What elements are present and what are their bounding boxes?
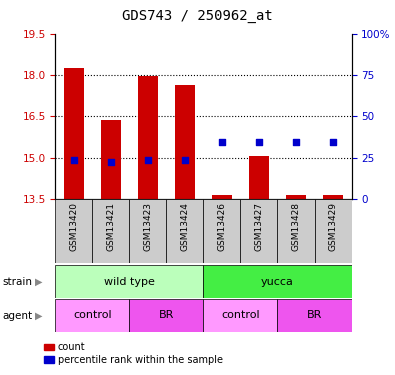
- Bar: [166, 199, 203, 262]
- Bar: [55, 299, 130, 332]
- Point: [256, 140, 262, 146]
- Text: GSM13421: GSM13421: [106, 202, 115, 251]
- Text: ▶: ▶: [35, 311, 42, 321]
- Text: agent: agent: [2, 311, 32, 321]
- Text: ▶: ▶: [35, 277, 42, 287]
- Text: GSM13429: GSM13429: [329, 202, 338, 251]
- Bar: [286, 195, 306, 199]
- Bar: [241, 199, 277, 262]
- Bar: [203, 199, 241, 262]
- Text: wild type: wild type: [104, 277, 155, 286]
- Point: [182, 157, 188, 163]
- Bar: [92, 199, 130, 262]
- Text: control: control: [221, 310, 260, 320]
- Bar: [212, 195, 232, 199]
- Text: GDS743 / 250962_at: GDS743 / 250962_at: [122, 9, 273, 23]
- Text: GSM13426: GSM13426: [217, 202, 226, 251]
- Text: GSM13428: GSM13428: [292, 202, 301, 251]
- Point: [293, 140, 299, 146]
- Point: [108, 159, 114, 165]
- Text: control: control: [73, 310, 112, 320]
- Text: yucca: yucca: [261, 277, 294, 286]
- Bar: [55, 265, 203, 298]
- Text: GSM13424: GSM13424: [181, 202, 190, 251]
- Bar: [138, 76, 158, 199]
- Bar: [323, 195, 343, 199]
- Bar: [277, 199, 314, 262]
- Point: [71, 157, 77, 163]
- Legend: count, percentile rank within the sample: count, percentile rank within the sample: [44, 342, 223, 365]
- Bar: [249, 156, 269, 199]
- Bar: [277, 299, 352, 332]
- Bar: [175, 85, 195, 199]
- Point: [145, 157, 151, 163]
- Text: BR: BR: [159, 310, 174, 320]
- Text: GSM13423: GSM13423: [143, 202, 152, 251]
- Text: GSM13420: GSM13420: [69, 202, 78, 251]
- Bar: [55, 199, 92, 262]
- Bar: [130, 199, 166, 262]
- Text: strain: strain: [2, 277, 32, 287]
- Text: GSM13427: GSM13427: [254, 202, 263, 251]
- Bar: [64, 68, 84, 199]
- Bar: [203, 265, 352, 298]
- Bar: [101, 120, 121, 199]
- Bar: [314, 199, 352, 262]
- Point: [219, 140, 225, 146]
- Text: BR: BR: [307, 310, 322, 320]
- Bar: [203, 299, 277, 332]
- Bar: [130, 299, 203, 332]
- Point: [330, 140, 336, 146]
